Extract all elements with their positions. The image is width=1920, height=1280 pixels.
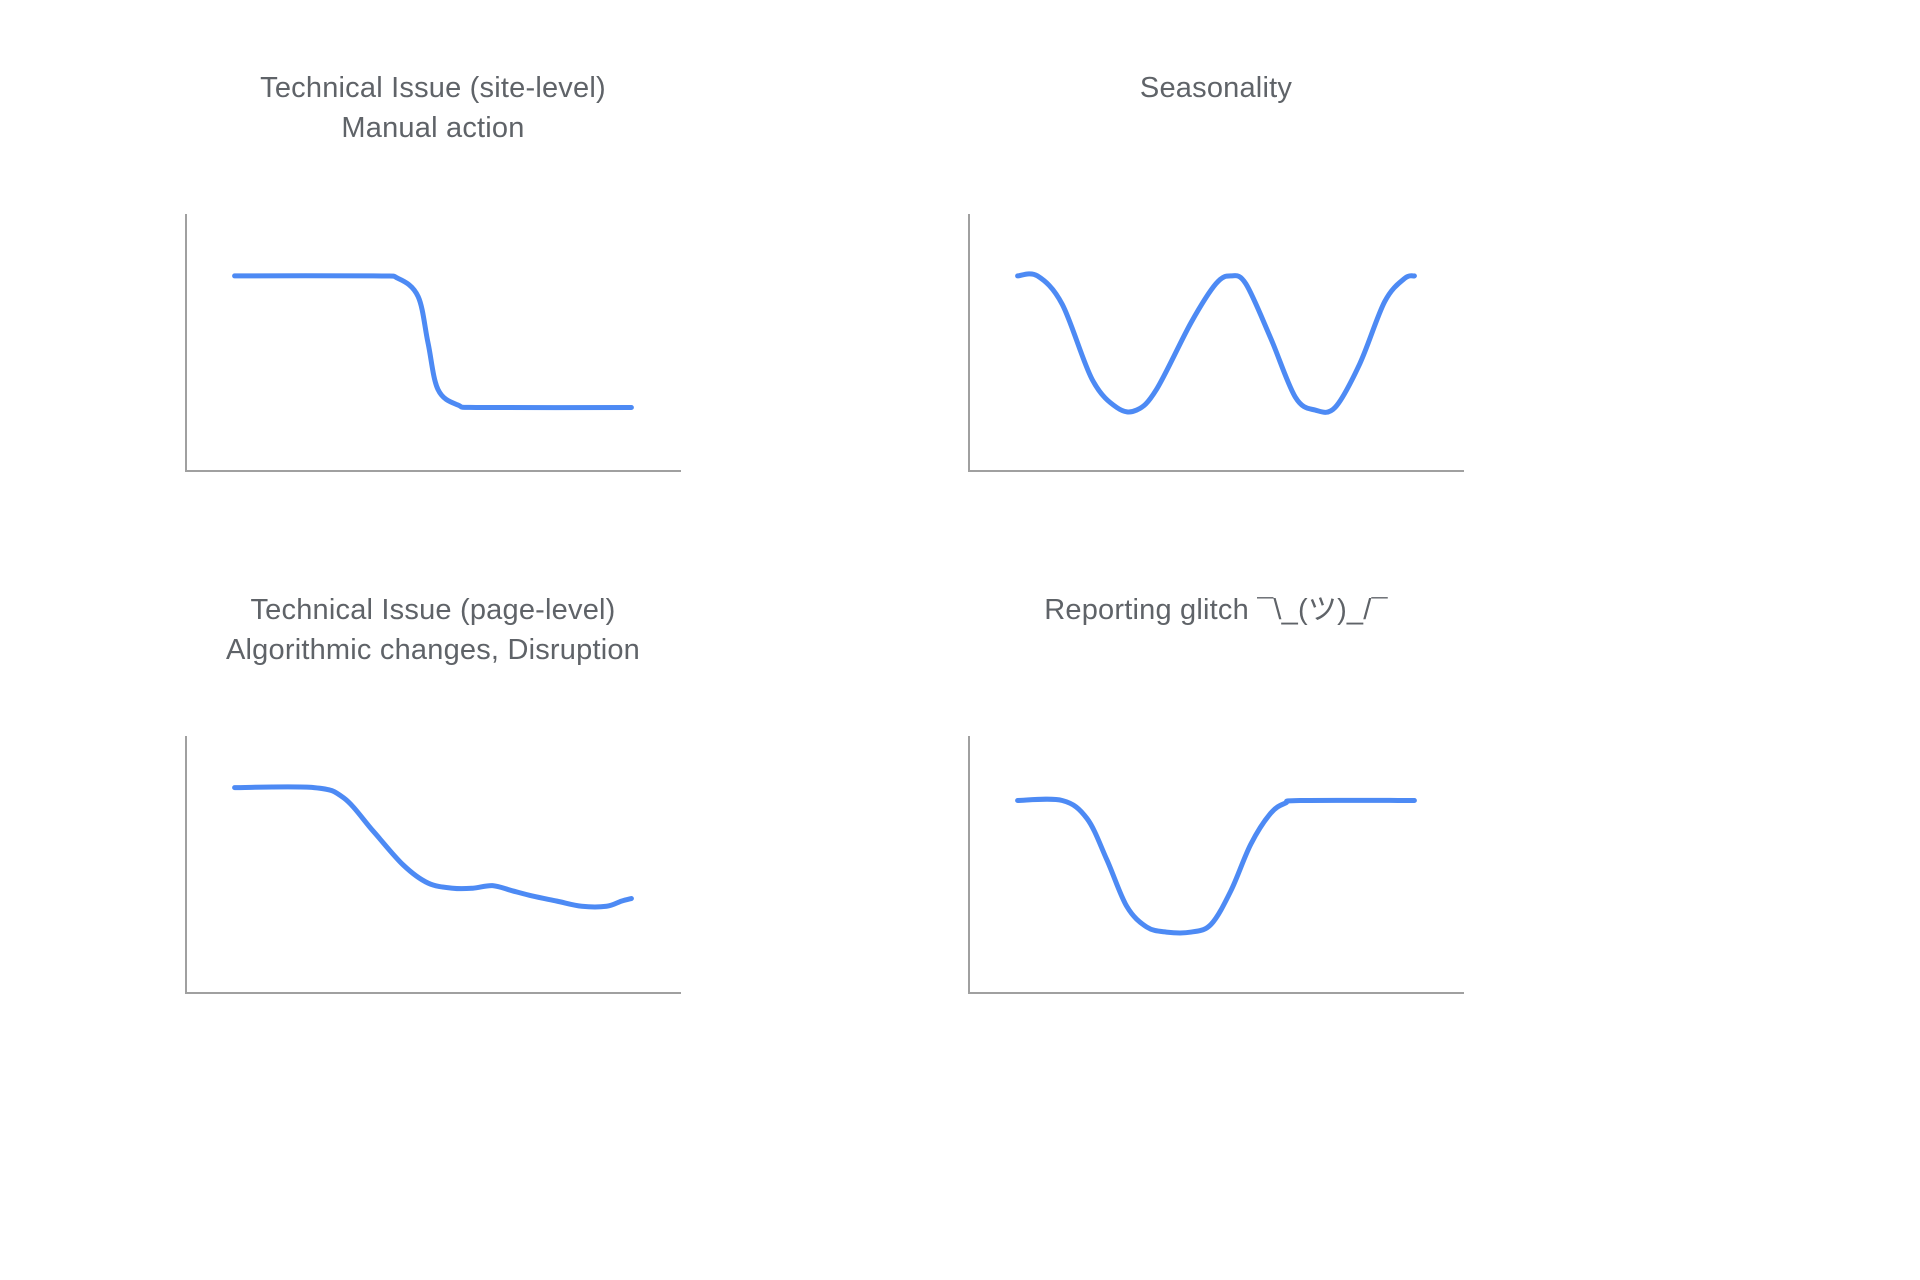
chart-panel-seasonality: Seasonality — [968, 16, 1464, 536]
chart-title: Technical Issue (site-level) Manual acti… — [45, 68, 821, 148]
chart-title-line-1: Technical Issue (page-level) — [250, 594, 616, 626]
chart-panel-technical-issue-page-level: Technical Issue (page-level) Algorithmic… — [185, 538, 681, 1058]
chart-title-line-1: Reporting glitch ¯\_(ツ)_/¯ — [1044, 594, 1388, 626]
line-chart-gradual-decline — [185, 736, 681, 994]
chart-panel-reporting-glitch: Reporting glitch ¯\_(ツ)_/¯ — [968, 538, 1464, 1058]
chart-title: Reporting glitch ¯\_(ツ)_/¯ — [828, 590, 1604, 630]
chart-panel-technical-issue-site-level: Technical Issue (site-level) Manual acti… — [185, 16, 681, 536]
line-chart-step-drop — [185, 214, 681, 472]
chart-title-line-1: Seasonality — [1139, 72, 1293, 104]
chart-title-line-2: Manual action — [341, 112, 525, 144]
chart-title: Technical Issue (page-level) Algorithmic… — [45, 590, 821, 670]
line-chart-dip-recovery — [968, 736, 1464, 994]
chart-title: Seasonality — [828, 68, 1604, 108]
chart-title-line-1: Technical Issue (site-level) — [260, 72, 606, 104]
chart-title-line-2: Algorithmic changes, Disruption — [226, 634, 640, 666]
line-chart-seasonal-wave — [968, 214, 1464, 472]
